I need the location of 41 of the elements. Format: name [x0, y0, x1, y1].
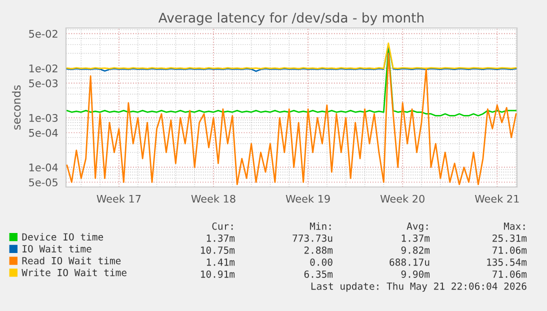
- x-tick-label: Week 19: [286, 194, 330, 203]
- x-tick-label: Week 18: [191, 194, 236, 203]
- legend-label: Device IO time: [22, 233, 104, 241]
- y-tick-label: 5e-04: [29, 128, 58, 137]
- chart-title: Average latency for /dev/sda - by month: [158, 12, 424, 26]
- text: 1.37m: [402, 234, 430, 242]
- text: 9.82m: [401, 246, 430, 254]
- x-tick-label: Week 17: [96, 194, 141, 203]
- text: 135.54m: [487, 258, 527, 266]
- text: 6.35m: [304, 270, 333, 278]
- x-tick-label: Week 20: [380, 194, 424, 203]
- y-tick-label: 1e-02: [29, 64, 58, 72]
- text: 71.06m: [492, 270, 527, 278]
- text: 71.06m: [492, 246, 527, 254]
- text: 9.90m: [401, 270, 430, 278]
- y-tick-label: 1e-04: [29, 164, 58, 172]
- text: Avg:: [406, 222, 428, 232]
- legend-label: IO Wait time: [22, 244, 92, 252]
- text: Min:: [310, 222, 331, 230]
- text: 0.00: [310, 258, 332, 266]
- y-tick-label: 5e-05: [29, 178, 58, 186]
- y-tick-label: 5e-02: [29, 30, 58, 38]
- text: Cur:: [212, 222, 233, 230]
- text: Last update: Thu May 21 22:06:04 2026: [311, 282, 526, 292]
- legend-label: Write IO Wait time: [22, 268, 126, 276]
- x-tick-label: Week 21: [474, 194, 519, 203]
- text: Max:: [504, 222, 525, 230]
- y-tick-label: 1e-03: [29, 114, 58, 122]
- text: 688.17u: [390, 258, 430, 266]
- line-series: [66, 52, 517, 186]
- text: 25.31m: [492, 234, 527, 242]
- y-tick-label: 5e-03: [29, 79, 58, 88]
- text: 10.91m: [201, 270, 235, 278]
- text: 2.88m: [304, 246, 333, 254]
- text: 773.73u: [292, 234, 332, 242]
- line-series: [66, 48, 517, 116]
- legend-label: Read IO Wait time: [22, 256, 121, 264]
- text: 1.37m: [206, 234, 235, 242]
- text: 10.75m: [201, 246, 235, 254]
- text: 1.41m: [206, 258, 235, 266]
- y-axis-title: seconds: [12, 85, 21, 130]
